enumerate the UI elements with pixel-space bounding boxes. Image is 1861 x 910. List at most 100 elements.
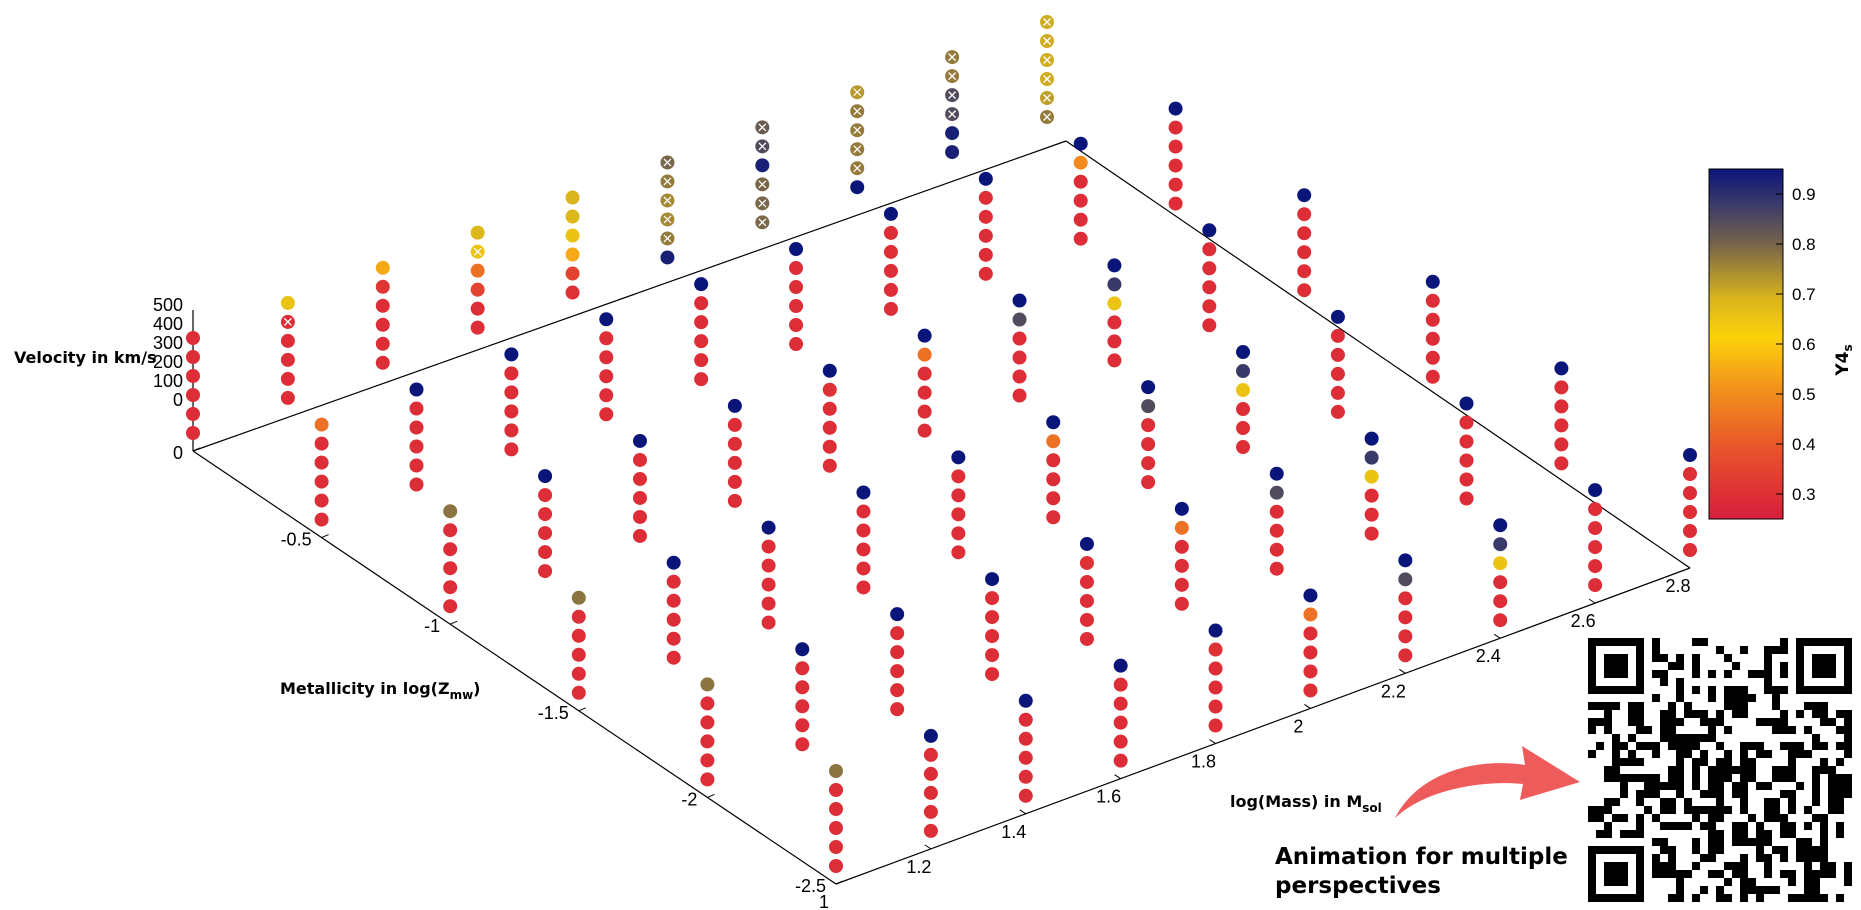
data-point xyxy=(1588,540,1603,555)
data-point-marker xyxy=(1683,467,1697,481)
data-points xyxy=(186,15,1697,873)
data-point xyxy=(1107,296,1122,311)
back-axis-line-1 xyxy=(192,140,1067,452)
qr-module xyxy=(1716,806,1724,814)
qr-module xyxy=(1692,894,1700,902)
qr-module xyxy=(1636,830,1644,838)
data-point-marker xyxy=(923,747,938,762)
qr-module xyxy=(1772,686,1780,694)
colorbar: 0.3 0.4 0.5 0.6 0.7 0.8 0.9 Y4s xyxy=(1708,168,1855,520)
data-point-marker xyxy=(985,610,1000,625)
data-point-marker xyxy=(666,650,681,665)
data-point xyxy=(1174,558,1189,573)
data-point-marker xyxy=(443,561,458,576)
data-point xyxy=(1073,174,1088,189)
qr-module xyxy=(1820,838,1828,846)
data-point xyxy=(1459,472,1474,487)
data-point-marker xyxy=(1113,696,1128,711)
qr-module xyxy=(1764,718,1772,726)
data-point xyxy=(571,685,586,700)
data-point xyxy=(945,88,960,103)
data-point-marker xyxy=(700,772,715,787)
qr-module xyxy=(1780,766,1788,774)
data-point xyxy=(856,504,871,519)
data-point-marker xyxy=(1364,450,1379,465)
x-tick-label: 2.6 xyxy=(1571,611,1596,631)
qr-module xyxy=(1844,742,1852,750)
qr-module xyxy=(1836,726,1844,734)
y-tick-mark xyxy=(192,447,201,452)
data-point xyxy=(1269,485,1284,500)
data-point xyxy=(1113,658,1128,673)
data-point-marker xyxy=(660,250,675,265)
data-point xyxy=(470,263,485,278)
qr-module xyxy=(1644,774,1652,782)
data-point-marker xyxy=(1330,328,1345,343)
qr-module xyxy=(1636,774,1644,782)
data-point xyxy=(829,802,843,816)
qr-module xyxy=(1612,734,1620,742)
qr-module xyxy=(1724,670,1732,678)
qr-module xyxy=(1716,886,1724,894)
data-point xyxy=(1168,101,1183,116)
data-point-marker xyxy=(1202,280,1217,295)
data-point-marker xyxy=(951,450,966,465)
qr-module xyxy=(1628,750,1636,758)
qr-module xyxy=(1828,718,1836,726)
data-point-marker xyxy=(280,352,295,367)
qr-module xyxy=(1612,742,1620,750)
data-point xyxy=(761,596,776,611)
qr-module xyxy=(1772,694,1780,702)
qr-module xyxy=(1652,782,1660,790)
qr-module xyxy=(1780,814,1788,822)
data-point xyxy=(917,328,932,343)
data-point-marker xyxy=(1236,383,1251,398)
data-point xyxy=(660,193,675,208)
x-tick-mark xyxy=(924,844,932,850)
qr-module xyxy=(1660,822,1668,830)
qr-module xyxy=(1732,686,1740,694)
data-point-marker xyxy=(1425,274,1440,289)
qr-module xyxy=(1812,710,1820,718)
data-point-marker xyxy=(1398,648,1413,663)
data-point-marker xyxy=(1425,369,1440,384)
qr-module xyxy=(1812,854,1820,862)
qr-module xyxy=(1676,678,1684,686)
qr-module xyxy=(1796,750,1804,758)
data-point xyxy=(1202,299,1217,314)
qr-module xyxy=(1604,702,1612,710)
data-point-marker xyxy=(538,507,553,522)
qr-module xyxy=(1780,710,1788,718)
data-point-marker xyxy=(1079,631,1094,646)
qr-module xyxy=(1836,790,1844,798)
qr-module xyxy=(1756,750,1764,758)
annotation-line-2: perspectives xyxy=(1275,873,1441,899)
data-point xyxy=(1079,574,1094,589)
qr-module xyxy=(1588,718,1596,726)
qr-module xyxy=(1716,782,1724,790)
data-point-marker xyxy=(951,488,966,503)
data-point-marker xyxy=(1330,404,1345,419)
data-point xyxy=(789,299,804,314)
qr-module xyxy=(1756,742,1764,750)
data-point xyxy=(1040,91,1054,105)
data-point xyxy=(538,545,553,560)
qr-module xyxy=(1724,806,1732,814)
qr-module xyxy=(1588,726,1596,734)
data-point xyxy=(666,555,681,570)
data-point-marker xyxy=(1297,264,1312,279)
data-point-marker xyxy=(470,301,485,316)
data-point-marker xyxy=(409,401,424,416)
data-point xyxy=(504,366,519,381)
data-point xyxy=(951,488,966,503)
qr-module xyxy=(1788,798,1796,806)
qr-module xyxy=(1612,758,1620,766)
qr-module xyxy=(1740,878,1748,886)
qr-module xyxy=(1764,838,1772,846)
data-point xyxy=(1425,331,1440,346)
qr-module xyxy=(1764,814,1772,822)
data-point xyxy=(1113,753,1128,768)
data-point-marker xyxy=(1303,607,1318,622)
data-point xyxy=(694,372,709,387)
